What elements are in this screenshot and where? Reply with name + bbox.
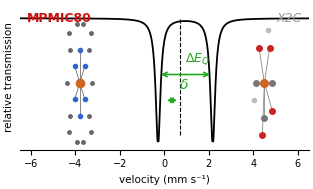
Text: X2C: X2C — [277, 12, 302, 25]
Text: $\delta$: $\delta$ — [179, 78, 189, 92]
Text: MPMIC80: MPMIC80 — [26, 12, 91, 25]
Text: $\Delta E_Q$: $\Delta E_Q$ — [185, 52, 210, 67]
X-axis label: velocity (mm s⁻¹): velocity (mm s⁻¹) — [119, 175, 210, 185]
Y-axis label: relative transmission: relative transmission — [4, 22, 14, 132]
